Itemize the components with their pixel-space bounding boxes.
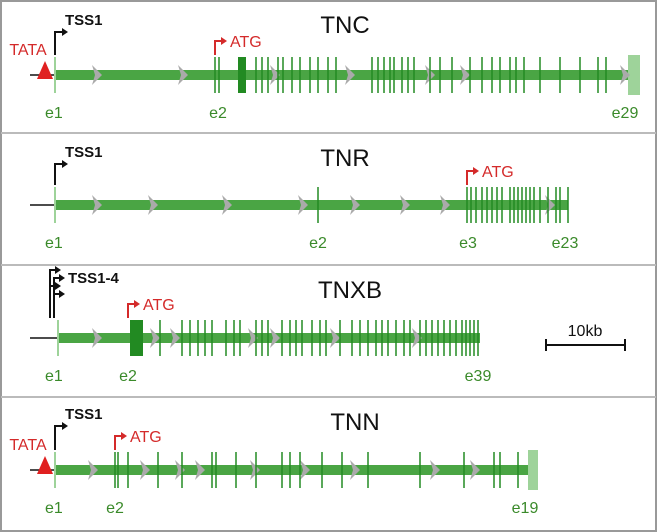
intron-chevron xyxy=(270,328,280,348)
exon-label: e39 xyxy=(465,368,492,385)
exon xyxy=(130,320,143,356)
atg-arrow xyxy=(466,170,474,185)
exon-label: e1 xyxy=(45,235,63,252)
gene-name: TNXB xyxy=(318,277,382,304)
tss-arrow-head xyxy=(62,28,68,36)
intron-chevron xyxy=(88,460,98,480)
exon-label: e2 xyxy=(119,368,137,385)
tata-label: TATA xyxy=(9,42,47,59)
tss-label: TSS1 xyxy=(65,144,103,161)
intron-chevron xyxy=(412,328,422,348)
intron-chevron xyxy=(330,328,340,348)
intron-chevron xyxy=(140,460,150,480)
scale-label: 10kb xyxy=(568,323,603,340)
exon-label: e3 xyxy=(459,235,477,252)
atg-label: ATG xyxy=(130,429,162,446)
intron-chevron xyxy=(250,460,260,480)
utr-box xyxy=(628,55,640,95)
atg-arrow-head xyxy=(121,432,127,440)
gene-body xyxy=(55,465,530,475)
tss-arrow xyxy=(54,163,63,185)
tss-label: TSS1 xyxy=(65,406,103,423)
intron-chevron xyxy=(175,460,185,480)
tss-label: TSS1-4 xyxy=(68,270,120,287)
intron-chevron xyxy=(148,195,158,215)
intron-chevron xyxy=(300,460,310,480)
atg-label: ATG xyxy=(143,297,175,314)
intron-chevron xyxy=(178,65,188,85)
gene-body xyxy=(55,70,635,80)
intron-chevron xyxy=(350,195,360,215)
intron-chevron xyxy=(400,195,410,215)
exon-label: e1 xyxy=(45,368,63,385)
exon-label: e2 xyxy=(106,500,124,517)
intron-chevron xyxy=(92,65,102,85)
atg-arrow xyxy=(114,435,122,450)
tss-arrow-head xyxy=(62,160,68,168)
intron-chevron xyxy=(620,65,630,85)
intron-chevron xyxy=(170,328,180,348)
tss-arrow-head xyxy=(55,266,61,274)
gene-name: TNR xyxy=(320,145,369,172)
intron-chevron xyxy=(470,460,480,480)
tata-box xyxy=(37,61,53,79)
intron-chevron xyxy=(195,460,205,480)
atg-arrow-head xyxy=(134,300,140,308)
scale-bar xyxy=(545,339,626,351)
gene-body xyxy=(58,333,480,343)
intron-chevron xyxy=(430,460,440,480)
intron-chevron xyxy=(248,328,258,348)
separators xyxy=(1,132,656,398)
intron-chevron xyxy=(150,328,160,348)
tss-arrow-head xyxy=(55,282,61,290)
exon-label: e29 xyxy=(612,105,639,122)
tss-arrow xyxy=(49,285,56,318)
intron-chevron xyxy=(92,195,102,215)
atg-arrow xyxy=(127,303,135,318)
intron-chevron xyxy=(345,65,355,85)
exon-label: e19 xyxy=(512,500,539,517)
atg-label: ATG xyxy=(230,34,262,51)
gene-name: TNN xyxy=(330,409,379,436)
intron-chevron xyxy=(440,195,450,215)
tss-arrow xyxy=(54,425,63,450)
tss-arrow-head xyxy=(59,290,65,298)
gene-name: TNC xyxy=(320,12,369,39)
exon-label: e2 xyxy=(309,235,327,252)
exon-label: e2 xyxy=(209,105,227,122)
atg-arrow-head xyxy=(473,167,479,175)
atg-arrow-head xyxy=(221,37,227,45)
atg-arrow xyxy=(214,40,222,55)
intron-chevron xyxy=(270,65,280,85)
intron-chevron xyxy=(460,65,470,85)
tss-label: TSS1 xyxy=(65,12,103,29)
gene-body xyxy=(55,200,568,210)
utr-box xyxy=(528,450,538,490)
intron-chevron xyxy=(222,195,232,215)
exon-label: e23 xyxy=(552,235,579,252)
intron-chevron xyxy=(298,195,308,215)
intron-chevron xyxy=(92,328,102,348)
tata-label: TATA xyxy=(9,437,47,454)
tata-box xyxy=(37,456,53,474)
intron-chevron xyxy=(350,460,360,480)
atg-label: ATG xyxy=(482,164,514,181)
exon-label: e1 xyxy=(45,500,63,517)
tss-arrow xyxy=(53,293,60,318)
tss-arrow-head xyxy=(59,274,65,282)
exon xyxy=(238,57,246,93)
tss-arrow-head xyxy=(62,422,68,430)
exon-label: e1 xyxy=(45,105,63,122)
tss-arrow xyxy=(54,31,63,55)
